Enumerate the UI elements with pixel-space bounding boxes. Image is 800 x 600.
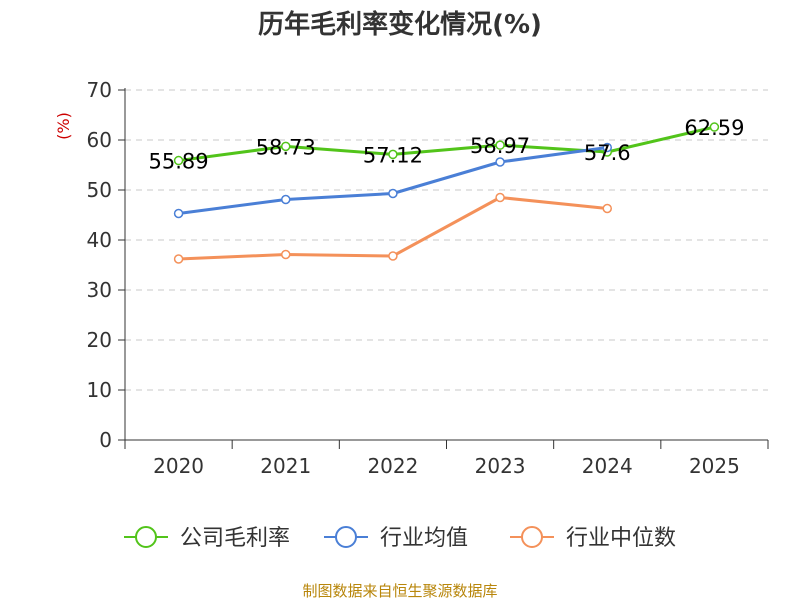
data-point (281, 141, 291, 152)
y-tick-label: 30 (87, 278, 112, 302)
legend-label: 行业中位数 (566, 526, 676, 551)
data-point (495, 140, 505, 150)
data-point (173, 208, 184, 219)
x-tick-label: 2021 (260, 454, 311, 478)
series-line-3 (178, 196, 608, 261)
data-label: 58.73 (256, 135, 316, 159)
legend: 公司毛利率 行业均值 行业中位数 (124, 526, 676, 551)
source-note: 制图数据来自恒生聚源数据库 (302, 582, 497, 600)
data-point (173, 155, 184, 166)
data-label: 55.89 (149, 150, 209, 174)
chart-title: 历年毛利率变化情况(%) (258, 9, 542, 40)
y-tick-label: 40 (87, 228, 112, 252)
data-point (495, 157, 505, 167)
axes: 0 10 20 30 40 50 60 70 2020 2021 2022 2023 2024 2025 (87, 78, 769, 478)
y-tick-label: 70 (87, 78, 112, 102)
grid-lines (125, 89, 768, 391)
y-tick-label: 50 (87, 178, 112, 202)
series-line-1 (178, 125, 715, 163)
data-point (602, 142, 612, 153)
data-point (281, 249, 291, 260)
x-tick-label: 2025 (689, 454, 740, 478)
data-point (281, 194, 291, 205)
y-tick-label: 10 (87, 378, 112, 402)
legend-label: 行业均值 (380, 526, 468, 551)
data-label: 57.12 (363, 143, 423, 167)
data-label: 57.6 (584, 141, 631, 165)
series-lines (173, 122, 720, 264)
legend-marker (335, 526, 357, 548)
data-point (388, 149, 398, 160)
data-point (388, 251, 398, 261)
legend-marker (135, 526, 157, 548)
legend-label: 公司毛利率 (180, 526, 290, 551)
data-label: 58.97 (470, 134, 530, 158)
data-point (388, 188, 398, 199)
data-label: 62.59 (684, 116, 744, 140)
data-point (173, 254, 184, 264)
y-tick-label: 0 (99, 428, 112, 452)
y-tick-label: 20 (87, 328, 112, 352)
x-tick-label: 2020 (153, 454, 204, 478)
data-point (495, 192, 505, 203)
x-tick-label: 2024 (582, 454, 633, 478)
data-point (602, 203, 612, 214)
legend-marker (521, 526, 543, 548)
data-labels: 55.89 58.73 57.12 58.97 57.6 62.59 (149, 116, 745, 174)
data-point (709, 122, 720, 132)
y-axis-unit: (%) (54, 112, 73, 140)
x-tick-label: 2023 (475, 454, 526, 478)
x-tick-label: 2022 (367, 454, 418, 478)
y-tick-label: 60 (87, 128, 112, 152)
